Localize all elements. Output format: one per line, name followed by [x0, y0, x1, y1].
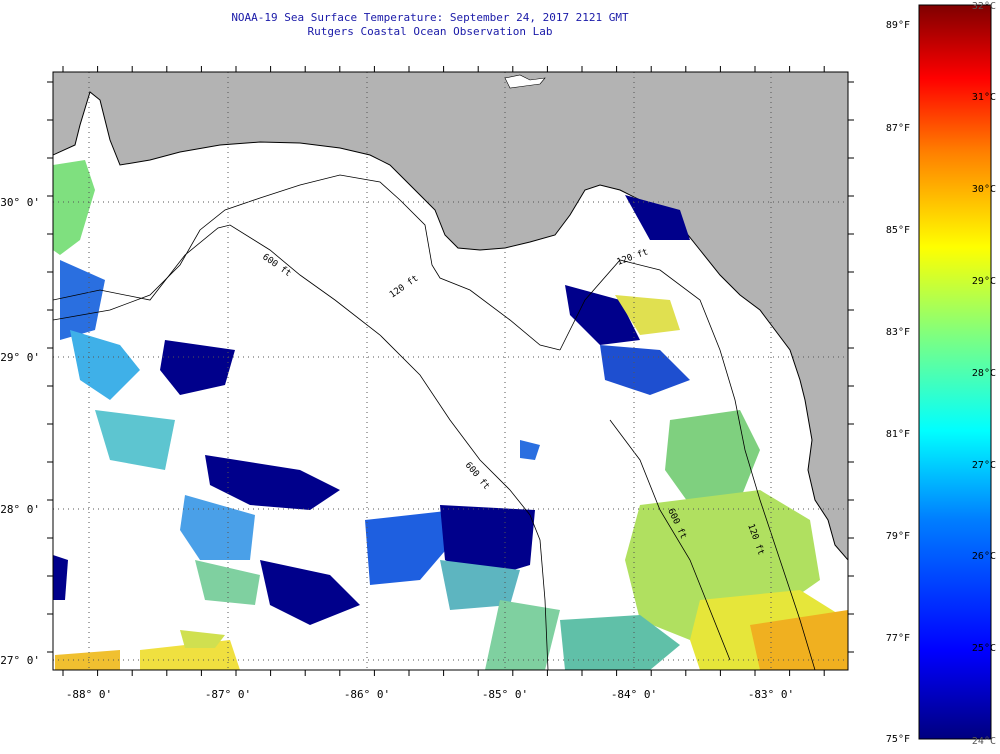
lon-label: -88° 0'	[66, 688, 112, 701]
lon-label: -84° 0'	[611, 688, 657, 701]
island	[504, 74, 546, 89]
map-canvas: 600 ft 120 ft 600 ft 120 ft 600 ft 120 f…	[53, 72, 848, 670]
fahrenheit-label: 79°F	[886, 531, 910, 542]
celsius-label: 28°C	[972, 368, 996, 379]
lat-label: 29° 0'	[0, 351, 40, 364]
fahrenheit-label: 85°F	[886, 225, 910, 236]
celsius-label: 29°C	[972, 276, 996, 287]
celsius-label: 31°C	[972, 92, 996, 103]
axis-labels: -88° 0' -87° 0' -86° 0' -85° 0' -84° 0' …	[0, 196, 794, 701]
celsius-label: 26°C	[972, 551, 996, 562]
land-mass	[53, 72, 848, 561]
lon-label: -87° 0'	[205, 688, 251, 701]
map-subtitle: Rutgers Coastal Ocean Observation Lab	[307, 25, 553, 38]
fahrenheit-label: 83°F	[886, 327, 910, 338]
colorbar-labels: 32°C 31°C 30°C 29°C 28°C 27°C 26°C 25°C …	[886, 1, 996, 747]
fahrenheit-label: 87°F	[886, 123, 910, 134]
fahrenheit-label: 89°F	[886, 20, 910, 31]
map-title: NOAA-19 Sea Surface Temperature: Septemb…	[231, 11, 629, 24]
fahrenheit-label: 75°F	[886, 734, 910, 745]
lon-label: -86° 0'	[344, 688, 390, 701]
lon-label: -83° 0'	[748, 688, 794, 701]
map-frame	[52, 71, 849, 671]
colorbar	[918, 4, 992, 740]
celsius-label: 30°C	[972, 184, 996, 195]
fahrenheit-label: 81°F	[886, 429, 910, 440]
lat-label: 30° 0'	[0, 196, 40, 209]
celsius-label: 32°C	[972, 1, 996, 12]
celsius-label: 24°C	[972, 736, 996, 747]
celsius-label: 27°C	[972, 460, 996, 471]
lon-label: -85° 0'	[482, 688, 528, 701]
sst-patches	[53, 160, 848, 670]
axis-ticks	[47, 66, 854, 676]
lat-label: 28° 0'	[0, 503, 40, 516]
isobath-lines	[53, 174, 816, 670]
lat-label: 27° 0'	[0, 654, 40, 667]
celsius-label: 25°C	[972, 643, 996, 654]
fahrenheit-label: 77°F	[886, 633, 910, 644]
